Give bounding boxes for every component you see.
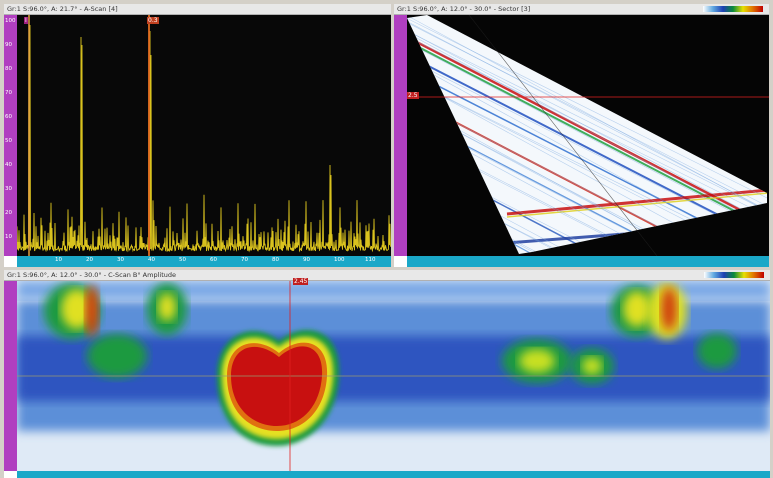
ascan-amplitude-tick: 90 — [5, 42, 12, 48]
sector-cursor-label: 2.5 — [407, 92, 419, 99]
sector-plot[interactable] — [407, 15, 769, 256]
cscan-color-palette — [704, 272, 764, 278]
ascan-time-tick: 30 — [117, 257, 124, 263]
sector-echo-band — [407, 42, 767, 232]
ascan-amplitude-ruler[interactable] — [4, 15, 17, 256]
ascan-title: Gr:1 S:96.0°, A: 21.7° - A-Scan [4] — [4, 4, 391, 15]
cscan-title: Gr:1 S:96.0°, A: 12.0° - 30.0° - C-Scan … — [4, 270, 770, 281]
ascan-time-tick: 60 — [210, 257, 217, 263]
sector-color-palette — [703, 6, 763, 12]
ascan-time-tick: 40 — [148, 257, 155, 263]
sector-echo-band — [407, 35, 767, 227]
cscan-top-band — [17, 281, 770, 299]
sector-echo-band — [407, 18, 767, 200]
ascan-time-tick: 50 — [179, 257, 186, 263]
sector-title: Gr:1 S:96.0°, A: 12.0° - 30.0° - Sector … — [394, 4, 769, 15]
cscan-indication — [85, 285, 99, 337]
ascan-time-tick: 100 — [334, 257, 345, 263]
ascan-time-tick: 90 — [303, 257, 310, 263]
ascan-signal-trace — [17, 17, 391, 253]
sector-echo-band — [407, 30, 767, 225]
ascan-amplitude-tick: 50 — [5, 138, 12, 144]
sector-echo-band — [407, 100, 767, 254]
cscan-indication — [697, 333, 737, 369]
sector-angle-line — [468, 15, 658, 256]
ascan-amplitude-tick: 80 — [5, 66, 12, 72]
cscan-indication — [661, 287, 677, 331]
cscan-cursor-label: 2.45 — [293, 278, 309, 285]
sector-echo-band — [407, 36, 767, 218]
cscan-indication — [61, 289, 93, 329]
ascan-time-tick: 10 — [55, 257, 62, 263]
ascan-panel[interactable]: Gr:1 S:96.0°, A: 21.7° - A-Scan [4] I 0.… — [4, 4, 391, 267]
cscan-scan-ruler[interactable] — [17, 471, 770, 478]
cscan-indication — [623, 291, 651, 327]
sector-index-ruler[interactable] — [407, 256, 769, 267]
cscan-index-ruler[interactable] — [4, 281, 17, 471]
cscan-panel[interactable]: Gr:1 S:96.0°, A: 12.0° - 30.0° - C-Scan … — [4, 270, 770, 478]
cscan-indication — [158, 293, 176, 321]
cscan-indication — [582, 357, 602, 375]
ascan-amplitude-tick: 40 — [5, 162, 12, 168]
ascan-time-tick: 110 — [365, 257, 376, 263]
ascan-amplitude-tick: 70 — [5, 90, 12, 96]
gate-b-label: 0.3 — [147, 17, 159, 24]
cscan-indication — [519, 349, 555, 373]
ascan-amplitude-tick: 60 — [5, 114, 12, 120]
ascan-amplitude-tick: 30 — [5, 186, 12, 192]
ascan-time-ruler[interactable] — [17, 256, 391, 267]
ascan-time-tick: 70 — [241, 257, 248, 263]
gate-a-label: I — [24, 17, 28, 24]
ascan-plot[interactable] — [17, 15, 391, 256]
ascan-amplitude-tick: 20 — [5, 210, 12, 216]
ascan-time-tick: 80 — [272, 257, 279, 263]
sector-echo-band — [407, 54, 767, 242]
sector-echo-band — [407, 32, 767, 229]
sector-echo-band — [407, 40, 767, 230]
sector-echo-band — [407, 104, 767, 254]
sector-depth-ruler[interactable] — [394, 15, 407, 256]
ascan-time-tick: 20 — [86, 257, 93, 263]
sector-panel[interactable]: Gr:1 S:96.0°, A: 12.0° - 30.0° - Sector … — [394, 4, 769, 267]
sector-echo-band — [407, 30, 767, 213]
sector-echo-band — [407, 22, 767, 208]
sector-echo-band — [407, 58, 767, 243]
cscan-map[interactable] — [17, 281, 770, 471]
flaw-core — [231, 346, 323, 426]
sector-echo-band — [506, 188, 767, 216]
sector-echo-band — [407, 104, 767, 254]
sector-echo-band — [506, 192, 767, 218]
cscan-indication — [87, 334, 147, 378]
ascan-amplitude-tick: 100 — [5, 18, 16, 24]
ascan-amplitude-tick: 10 — [5, 234, 12, 240]
